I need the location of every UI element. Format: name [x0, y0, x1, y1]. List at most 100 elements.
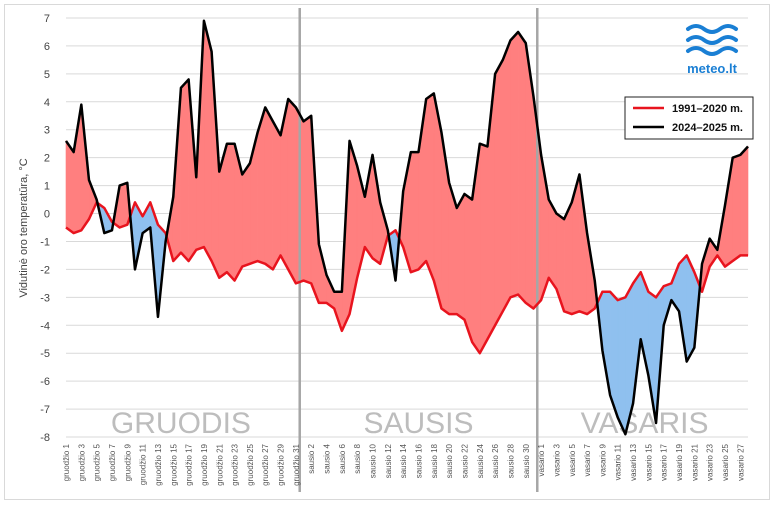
difference-area [456, 193, 465, 321]
y-tick-label: 0 [44, 209, 50, 221]
legend-box [624, 96, 754, 140]
difference-area [226, 143, 235, 282]
x-tick-label: sausio 24 [476, 443, 485, 478]
x-tick-label: vasario 15 [644, 443, 653, 480]
x-tick-label: vasario 27 [736, 443, 745, 480]
difference-area [479, 143, 488, 354]
x-tick-label: gruodžio 1 [62, 443, 71, 481]
difference-area [203, 20, 212, 262]
x-tick-label: vasario 25 [721, 443, 730, 480]
x-tick-label: sausio 18 [430, 443, 439, 478]
month-labels: GRUODIS SAUSIS VASARIS [111, 407, 709, 440]
x-tick-label: gruodžio 3 [77, 443, 86, 481]
difference-area [264, 107, 274, 270]
x-tick-label: gruodžio 27 [261, 443, 270, 485]
x-tick-label: vasario 9 [598, 443, 607, 476]
series-lines [64, 19, 749, 436]
difference-area [65, 139, 74, 234]
month-separators [298, 8, 539, 492]
x-tick-label: sausio 4 [323, 443, 332, 473]
y-tick-label: 1 [44, 181, 50, 193]
series-line [64, 19, 749, 436]
y-tick-label: -4 [40, 320, 50, 332]
x-tick-label: sausio 16 [414, 443, 423, 478]
y-tick-label: 7 [44, 13, 50, 25]
month-label: SAUSIS [363, 407, 473, 440]
x-tick-label: gruodžio 21 [215, 443, 224, 485]
difference-area [732, 154, 741, 262]
y-axis-label: Vidutinė oro temperatūra, °C [18, 158, 30, 297]
difference-area [517, 31, 527, 304]
x-tick-label: sausio 26 [491, 443, 500, 478]
x-tick-label: sausio 8 [353, 443, 362, 473]
x-axis-ticks: gruodžio 1 gruodžio 3 gruodžio 5 gruodžio 7… [62, 443, 745, 485]
x-tick-label: vasario 19 [675, 443, 684, 480]
x-tick-label: vasario 11 [614, 443, 623, 480]
y-tick-label: -6 [40, 376, 50, 388]
legend-label-actual: 2024–2025 m. [672, 122, 743, 134]
x-tick-label: vasario 23 [706, 443, 715, 480]
difference-area [234, 143, 243, 281]
x-tick-label: gruodžio 31 [292, 443, 301, 485]
legend-label-normal: 1991–2020 m. [672, 103, 743, 115]
x-tick-label: gruodžio 15 [169, 443, 178, 485]
x-tick-label: vasario 3 [552, 443, 561, 476]
y-tick-label: 4 [44, 97, 50, 109]
difference-area [494, 59, 504, 326]
y-axis-ticks: 7 6 5 4 3 2 1 0 -1 -2 -3 -4 -5 -6 -7 -8 [40, 13, 50, 444]
waves-icon [686, 24, 738, 56]
month-label: VASARIS [581, 407, 709, 440]
difference-area [617, 296, 626, 435]
difference-area [272, 121, 281, 270]
difference-area [502, 40, 511, 312]
x-tick-label: sausio 14 [399, 443, 408, 478]
meteo-logo: meteo.lt [686, 24, 738, 76]
series-line [65, 201, 748, 355]
x-tick-label: gruodžio 13 [154, 443, 163, 485]
difference-area [740, 145, 749, 256]
y-tick-label: 3 [44, 125, 50, 137]
difference-area [410, 151, 419, 273]
x-tick-label: gruodžio 29 [277, 443, 286, 485]
y-tick-label: 2 [44, 153, 50, 165]
brand-name: meteo.lt [687, 61, 738, 76]
difference-area [287, 98, 297, 284]
y-tick-label: -7 [40, 404, 50, 416]
x-tick-label: gruodžio 5 [93, 443, 102, 481]
x-tick-label: sausio 22 [460, 443, 469, 478]
x-tick-label: sausio 6 [338, 443, 347, 473]
y-tick-label: -8 [40, 432, 50, 444]
difference-area [510, 31, 519, 298]
x-tick-label: sausio 28 [506, 443, 515, 478]
x-tick-label: sausio 2 [307, 443, 316, 473]
difference-area [119, 182, 128, 228]
y-tick-label: 5 [44, 69, 50, 81]
month-label: GRUODIS [111, 407, 251, 440]
legend: 1991–2020 m. 2024–2025 m. [624, 96, 754, 140]
x-tick-label: vasario 13 [629, 443, 638, 480]
y-tick-label: -1 [40, 236, 50, 248]
difference-area [180, 78, 189, 262]
x-tick-label: vasario 1 [537, 443, 546, 476]
x-tick-label: gruodžio 11 [139, 443, 148, 485]
x-tick-label: sausio 10 [369, 443, 378, 478]
difference-area [303, 115, 312, 284]
x-tick-label: vasario 21 [690, 443, 699, 480]
difference-area [678, 254, 688, 362]
y-tick-label: -5 [40, 348, 50, 360]
y-tick-label: 6 [44, 41, 50, 53]
x-tick-label: gruodžio 19 [200, 443, 209, 485]
x-tick-label: vasario 5 [568, 443, 577, 476]
x-tick-label: gruodžio 7 [108, 443, 117, 481]
x-tick-label: gruodžio 25 [246, 443, 255, 485]
x-tick-label: sausio 20 [445, 443, 454, 478]
x-tick-label: vasario 7 [583, 443, 592, 476]
y-tick-label: -3 [40, 292, 50, 304]
x-tick-label: sausio 30 [522, 443, 531, 478]
difference-area [379, 202, 389, 264]
difference-area [241, 162, 251, 268]
x-tick-label: vasario 17 [660, 443, 669, 480]
y-tick-label: -2 [40, 264, 50, 276]
x-tick-label: sausio 12 [384, 443, 393, 478]
